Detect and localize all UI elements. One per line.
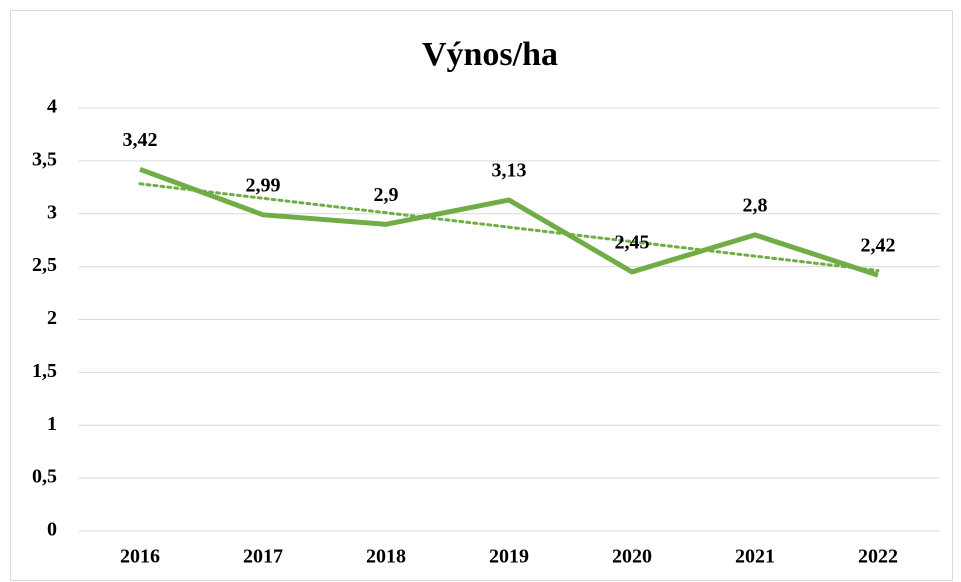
y-tick-label: 1,5 <box>32 360 57 382</box>
x-tick-label: 2016 <box>120 546 160 568</box>
y-tick-label: 3,5 <box>32 148 57 170</box>
line <box>139 166 879 278</box>
y-tick-label: 2,5 <box>32 254 57 276</box>
x-tick-label: 2022 <box>858 546 898 568</box>
y-tick-label: 1 <box>47 413 57 435</box>
y-tick-label: 0 <box>47 519 57 541</box>
chart-title: Výnos/ha <box>422 36 558 73</box>
data-label: 3,13 <box>492 160 527 182</box>
data-label: 2,99 <box>246 174 281 196</box>
x-tick-label: 2021 <box>735 546 775 568</box>
x-tick-label: 2018 <box>366 546 406 568</box>
chart-border <box>10 10 953 581</box>
y-tick-label: 3 <box>47 201 57 223</box>
y-tick-label: 2 <box>47 307 57 329</box>
x-tick-label: 2019 <box>489 546 529 568</box>
data-label: 3,42 <box>123 129 158 151</box>
x-tick-label: 2020 <box>612 546 652 568</box>
data-label: 2,45 <box>615 232 650 254</box>
y-tick-label: 0,5 <box>32 466 57 488</box>
data-label: 2,9 <box>374 184 399 206</box>
x-tick-label: 2017 <box>243 546 283 568</box>
data-label: 2,42 <box>861 235 896 257</box>
trendline <box>138 182 880 273</box>
data-label: 2,8 <box>743 194 768 216</box>
y-tick-label: 4 <box>47 96 57 118</box>
